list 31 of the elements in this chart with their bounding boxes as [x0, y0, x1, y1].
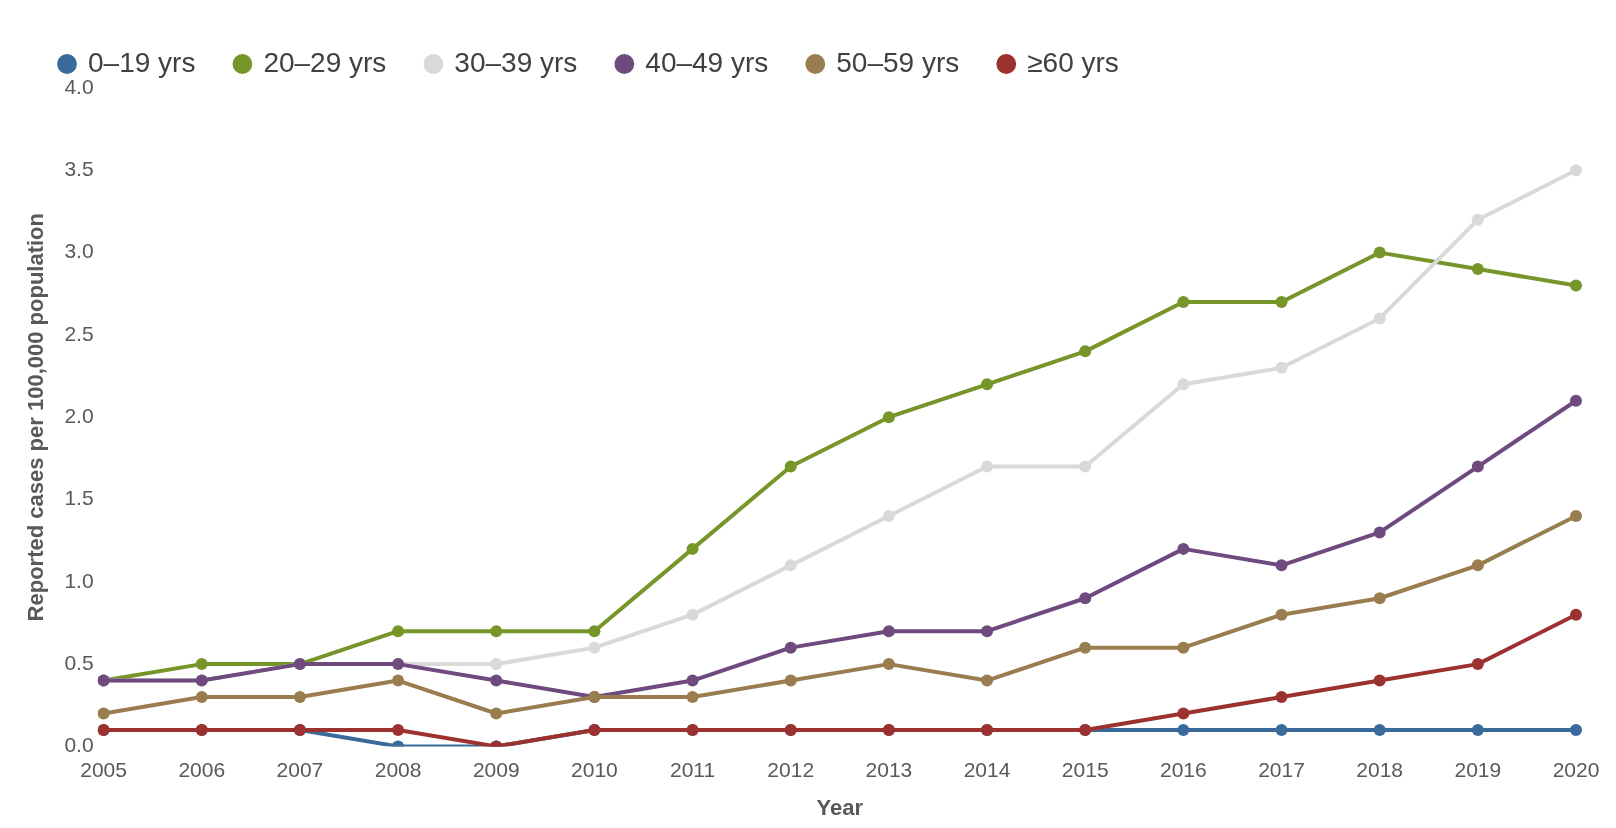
legend-label: 50–59 yrs	[836, 46, 960, 78]
legend-label: 20–29 yrs	[263, 46, 387, 78]
x-tick-label: 2012	[767, 757, 815, 781]
x-tick-label: 2017	[1258, 757, 1305, 781]
x-tick-label: 2019	[1454, 757, 1502, 781]
y-tick-label: 2.5	[64, 321, 94, 345]
legend-label: ≥60 yrs	[1027, 46, 1119, 78]
x-axis-title: Year	[816, 794, 864, 820]
x-tick-label: 2016	[1160, 757, 1207, 781]
x-tick-label: 2009	[472, 757, 520, 781]
y-tick-label: 2.0	[64, 404, 94, 427]
y-tick-label: 3.5	[64, 157, 94, 181]
x-tick-label: 2014	[963, 757, 1011, 781]
legend-label: 30–39 yrs	[454, 46, 578, 78]
y-tick-label: 0.5	[64, 650, 94, 674]
x-tick-label: 2007	[276, 757, 324, 781]
x-tick-label: 2011	[669, 757, 716, 781]
legend-label: 40–49 yrs	[645, 46, 769, 78]
y-tick-label: 1.5	[64, 486, 94, 510]
x-tick-label: 2010	[571, 757, 618, 781]
x-tick-label: 2015	[1061, 757, 1109, 781]
x-tick-label: 2006	[178, 757, 226, 781]
x-tick-label: 2020	[1552, 757, 1600, 781]
y-axis-title: Reported cases per 100,000 population	[23, 213, 49, 622]
x-tick-label: 2005	[80, 757, 127, 781]
y-tick-label: 0.0	[64, 733, 94, 757]
x-tick-label: 2018	[1356, 757, 1404, 781]
y-tick-label: 1.0	[64, 568, 94, 592]
x-tick-label: 2008	[374, 757, 422, 781]
y-tick-label: 3.0	[64, 239, 94, 263]
x-tick-label: 2013	[865, 757, 913, 781]
